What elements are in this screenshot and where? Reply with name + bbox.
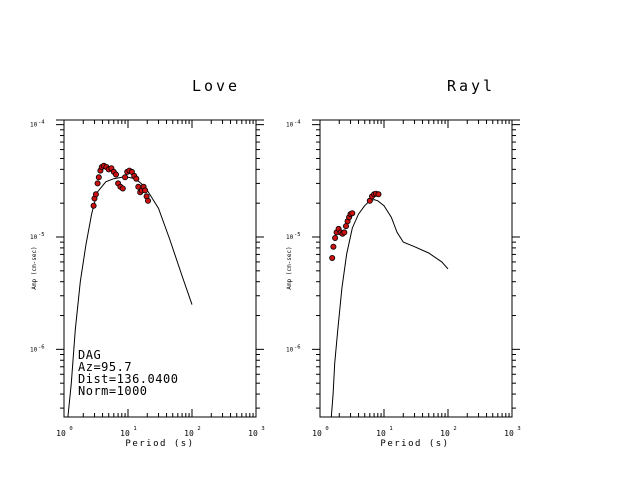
- love-y-tick-label: 10: [30, 122, 38, 129]
- rayl-x-ticks: [319, 120, 513, 417]
- love-x-axis-label: Period (s): [125, 439, 194, 449]
- rayl-x-tick-exponent: 0: [325, 426, 328, 432]
- rayl-x-tick-label: 10: [376, 429, 386, 438]
- rayl-x-tick-label: 10: [312, 429, 322, 438]
- rayl-plot-frame: [319, 119, 513, 418]
- love-data-point: [133, 175, 140, 182]
- rayl-chart-panel: Rayl Period (s) Amp (cm-sec) 10 0 10 1 10 2 10…: [286, 77, 521, 449]
- rayl-y-tick-exponent: -6: [294, 344, 301, 350]
- love-chart-panel: Love Period (s) Amp (cm-sec) DAG Az=95.7…: [30, 77, 265, 449]
- love-data-point: [122, 174, 129, 181]
- love-data-point: [90, 202, 97, 209]
- love-data-point: [94, 180, 101, 187]
- rayl-data-point: [330, 243, 337, 250]
- love-y-tick-label: 10: [30, 346, 38, 353]
- love-x-tick-label: 10: [184, 429, 194, 438]
- love-x-tick-exponent: 0: [69, 426, 72, 432]
- norm-text: Norm=1000: [78, 384, 148, 398]
- love-x-tick-label: 10: [248, 429, 258, 438]
- love-model-curve: [67, 176, 193, 418]
- love-data-point: [142, 187, 149, 194]
- rayl-y-ticks: [312, 119, 520, 409]
- rayl-data-point: [375, 191, 382, 198]
- rayl-y-tick-exponent: -5: [294, 232, 301, 238]
- rayl-x-tick-exponent: 1: [389, 426, 392, 432]
- love-data-point: [144, 197, 151, 204]
- love-plot-frame: [63, 119, 257, 418]
- love-x-tick-exponent: 2: [197, 426, 200, 432]
- love-x-tick-label: 10: [120, 429, 130, 438]
- love-y-tick-label: 10: [30, 234, 38, 241]
- rayl-data-point: [349, 210, 356, 217]
- love-y-ticks: [56, 119, 264, 409]
- rayl-y-tick-label: 10: [286, 346, 294, 353]
- rayl-data-point: [332, 234, 339, 241]
- rayl-data-point: [329, 254, 336, 261]
- rayl-y-tick-exponent: -4: [294, 120, 301, 126]
- love-y-tick-exponent: -6: [38, 344, 45, 350]
- love-y-tick-exponent: -5: [38, 232, 45, 238]
- rayl-x-tick-exponent: 2: [453, 426, 456, 432]
- love-data-point: [92, 191, 99, 198]
- distance-text: Dist=136.0400: [78, 372, 178, 386]
- love-x-tick-label: 10: [56, 429, 66, 438]
- station-code: DAG: [78, 348, 101, 362]
- love-chart-title: Love: [192, 77, 240, 95]
- rayl-model-curve: [330, 199, 449, 418]
- love-x-ticks: [63, 120, 257, 417]
- love-y-tick-exponent: -4: [38, 120, 45, 126]
- rayl-y-axis-label: Amp (cm-sec): [286, 246, 293, 289]
- love-data-point: [95, 174, 102, 181]
- love-y-axis-label: Amp (cm-sec): [31, 246, 38, 289]
- love-data-point: [119, 185, 126, 192]
- rayl-y-tick-label: 10: [286, 234, 294, 241]
- rayl-x-tick-label: 10: [504, 429, 514, 438]
- rayl-x-axis-label: Period (s): [380, 439, 449, 449]
- rayl-data-point: [341, 229, 348, 236]
- rayl-chart-title: Rayl: [447, 77, 495, 95]
- love-data-point: [113, 171, 120, 178]
- love-x-tick-exponent: 1: [133, 426, 136, 432]
- love-x-tick-exponent: 3: [261, 426, 264, 432]
- love-station-annotation: DAG Az=95.7 Dist=136.0400 Norm=1000: [78, 348, 178, 398]
- azimuth-text: Az=95.7: [78, 360, 132, 374]
- rayl-y-tick-label: 10: [286, 122, 294, 129]
- rayl-x-tick-label: 10: [440, 429, 450, 438]
- rayl-x-tick-exponent: 3: [517, 426, 520, 432]
